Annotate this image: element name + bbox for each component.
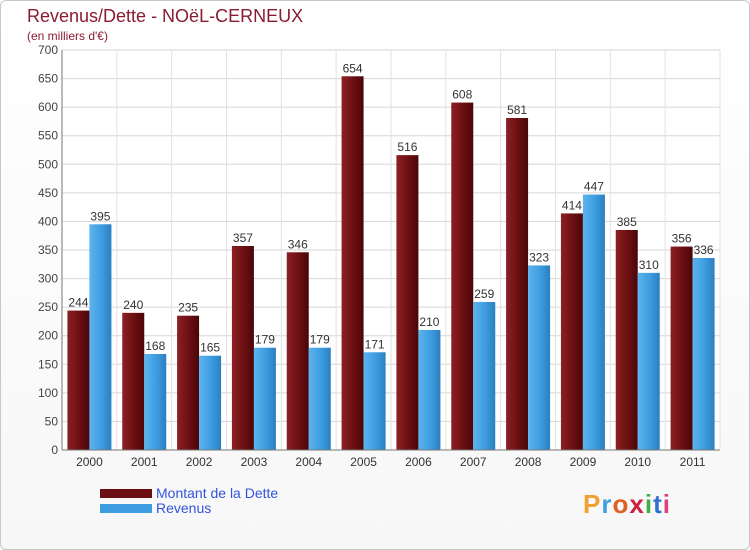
bar-revenus [308, 347, 331, 450]
x-tick-label: 2002 [186, 455, 213, 469]
data-label-revenus: 210 [419, 315, 439, 329]
y-tick-label: 300 [38, 272, 58, 286]
legend-swatch-dette [100, 489, 152, 498]
y-tick-label: 400 [38, 214, 58, 228]
data-label-revenus: 179 [255, 333, 275, 347]
data-label-dette: 346 [288, 237, 308, 251]
y-tick-label: 600 [38, 100, 58, 114]
axis-layer: 0 50 100 150 200 250 300 350 400 450 500 550 600 650 7… [38, 43, 720, 469]
x-tick-label: 2006 [405, 455, 432, 469]
data-label-dette: 516 [397, 140, 417, 154]
legend-swatch-revenus [100, 504, 152, 513]
y-tick-label: 50 [45, 414, 59, 428]
data-label-revenus: 171 [365, 337, 385, 351]
data-label-dette: 357 [233, 231, 253, 245]
logo-letter: r [601, 489, 613, 519]
bar-revenus [89, 224, 112, 450]
bar-revenus [637, 272, 660, 450]
bar-dette [67, 310, 90, 450]
chart-subtitle: (en milliers d'€) [27, 29, 108, 43]
data-label-dette: 414 [562, 198, 582, 212]
bar-dette [122, 312, 145, 450]
y-tick-label: 550 [38, 129, 58, 143]
bar-dette [451, 102, 474, 451]
x-tick-label: 2010 [624, 455, 651, 469]
y-tick-label: 350 [38, 243, 58, 257]
y-tick-label: 200 [38, 329, 58, 343]
bar-revenus [199, 355, 222, 450]
y-tick-label: 650 [38, 72, 58, 86]
bar-revenus [692, 258, 715, 450]
x-tick-label: 2011 [680, 455, 706, 469]
data-label-dette: 240 [123, 298, 143, 312]
data-label-dette: 385 [617, 215, 637, 229]
bar-dette [396, 155, 419, 450]
x-tick-label: 2007 [460, 455, 487, 469]
y-tick-label: 450 [38, 186, 58, 200]
bar-revenus [528, 265, 551, 450]
data-label-dette: 608 [452, 88, 472, 102]
labels-layer: 244 395 240 168 235 165 357 179 346 179 654 171 516 2… [68, 61, 714, 354]
bars-layer [67, 76, 715, 451]
logo-letter: o [612, 489, 630, 519]
bar-dette [286, 252, 309, 450]
x-tick-label: 2004 [295, 455, 322, 469]
logo-letter: x [629, 489, 645, 519]
data-label-revenus: 179 [310, 333, 330, 347]
data-label-revenus: 259 [474, 287, 494, 301]
x-tick-label: 2000 [76, 455, 103, 469]
logo-letter: P [583, 489, 602, 519]
data-label-revenus: 310 [639, 258, 659, 272]
x-tick-label: 2008 [515, 455, 542, 469]
data-label-revenus: 168 [145, 339, 165, 353]
bar-revenus [473, 302, 496, 450]
x-tick-label: 2005 [350, 455, 377, 469]
bar-dette [177, 315, 200, 450]
bar-dette [231, 246, 254, 450]
bar-dette [560, 213, 583, 450]
logo-letter: t [653, 489, 663, 519]
logo-letter: i [644, 489, 654, 519]
bar-dette [615, 230, 638, 450]
y-tick-label: 500 [38, 157, 58, 171]
data-label-revenus: 323 [529, 250, 549, 264]
y-tick-label: 100 [38, 386, 58, 400]
legend-label-dette: Montant de la Dette [156, 485, 279, 501]
bar-dette [670, 246, 693, 450]
proxiti-logo: Proxiti [583, 489, 671, 520]
bar-dette [341, 76, 364, 451]
data-label-dette: 356 [672, 232, 692, 246]
grid-layer [61, 49, 721, 451]
data-label-revenus: 165 [200, 341, 220, 355]
legend-label-revenus: Revenus [156, 500, 212, 516]
x-tick-label: 2009 [570, 455, 597, 469]
data-label-dette: 654 [343, 61, 363, 75]
chart-title: Revenus/Dette - NOëL-CERNEUX [27, 6, 304, 26]
y-tick-label: 700 [38, 43, 58, 57]
data-label-dette: 235 [178, 301, 198, 315]
bar-revenus [253, 347, 276, 450]
bar-revenus [363, 352, 386, 450]
bar-revenus [582, 194, 605, 450]
bar-dette [506, 118, 529, 450]
data-label-revenus: 336 [694, 243, 714, 257]
bar-revenus [144, 354, 167, 450]
y-tick-label: 150 [38, 357, 58, 371]
x-tick-label: 2001 [131, 455, 158, 469]
x-tick-label: 2003 [241, 455, 268, 469]
y-tick-label: 250 [38, 300, 58, 314]
data-label-revenus: 395 [90, 209, 110, 223]
data-label-revenus: 447 [584, 180, 604, 194]
data-label-dette: 581 [507, 103, 527, 117]
bar-revenus [418, 330, 441, 450]
data-label-dette: 244 [68, 296, 88, 310]
logo-letter: i [662, 489, 671, 519]
y-tick-label: 0 [51, 443, 58, 457]
